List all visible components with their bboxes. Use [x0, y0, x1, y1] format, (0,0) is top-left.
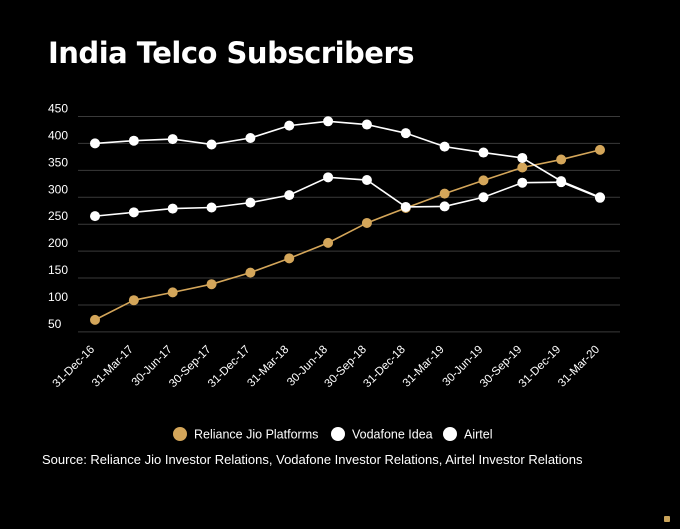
y-axis: 50 100 150 200 250 300 350 400 450 — [48, 101, 68, 330]
data-point — [439, 141, 450, 152]
y-tick-label: 150 — [48, 263, 68, 277]
publisher-logo-icon — [664, 516, 670, 522]
y-tick-label: 100 — [48, 290, 68, 304]
y-tick-label: 450 — [48, 101, 68, 115]
data-point — [478, 192, 489, 203]
legend-marker — [331, 427, 345, 441]
data-point — [517, 152, 528, 163]
data-point — [478, 175, 489, 186]
data-point — [128, 135, 139, 146]
data-point — [323, 172, 334, 183]
legend-marker — [443, 427, 457, 441]
data-point — [245, 267, 256, 278]
x-tick-label: 31-Dec-19 — [517, 344, 563, 390]
legend-label: Vodafone Idea — [352, 428, 433, 442]
y-tick-label: 200 — [48, 236, 68, 250]
x-tick-label: 31-Mar-18 — [245, 344, 291, 390]
y-tick-label: 50 — [48, 317, 62, 331]
y-tick-label: 250 — [48, 209, 68, 223]
series-line — [94, 176, 601, 217]
data-point — [400, 128, 411, 139]
chart-title: India Telco Subscribers — [48, 36, 415, 70]
data-point — [284, 190, 295, 201]
data-point — [556, 154, 567, 165]
legend-item: Airtel — [443, 427, 492, 442]
data-point — [439, 201, 450, 212]
data-point — [90, 138, 100, 149]
data-point — [206, 279, 217, 290]
data-point — [517, 162, 528, 173]
x-axis: 31-Dec-1631-Mar-1730-Jun-1730-Sep-1731-D… — [51, 344, 602, 390]
data-point — [245, 197, 256, 208]
x-tick-label: 31-Dec-18 — [361, 344, 407, 390]
source-note: Source: Reliance Jio Investor Relations,… — [42, 452, 583, 467]
legend-marker — [173, 427, 187, 441]
data-point — [361, 119, 372, 130]
data-point — [439, 188, 450, 199]
data-point — [361, 175, 372, 186]
data-point — [245, 133, 256, 144]
series-line — [94, 120, 601, 198]
data-point — [128, 295, 139, 306]
data-point — [167, 203, 178, 214]
legend-item: Vodafone Idea — [331, 427, 433, 442]
series-2 — [90, 172, 605, 222]
legend-item: Reliance Jio Platforms — [173, 427, 318, 442]
series-line — [94, 149, 601, 321]
y-tick-label: 350 — [48, 155, 68, 169]
series-layer — [90, 116, 605, 325]
data-point — [284, 253, 295, 264]
x-tick-label: 31-Dec-16 — [51, 344, 97, 390]
data-point — [400, 201, 411, 212]
data-point — [167, 134, 178, 145]
x-tick-label: 31-Mar-17 — [90, 344, 136, 390]
legend-label: Airtel — [464, 428, 492, 442]
data-point — [595, 192, 605, 203]
series-0 — [90, 144, 605, 325]
grid-lines — [78, 115, 620, 333]
data-point — [90, 211, 100, 222]
x-tick-label: 31-Dec-17 — [206, 344, 252, 390]
data-point — [323, 116, 334, 127]
data-point — [595, 144, 605, 155]
x-tick-label: 31-Mar-20 — [556, 344, 602, 390]
data-point — [361, 217, 372, 228]
legend-label: Reliance Jio Platforms — [194, 428, 318, 442]
y-tick-label: 400 — [48, 128, 68, 142]
data-point — [556, 177, 567, 188]
data-point — [478, 147, 489, 158]
y-tick-label: 300 — [48, 182, 68, 196]
data-point — [284, 120, 295, 131]
data-point — [167, 287, 178, 298]
data-point — [206, 202, 217, 213]
data-point — [90, 314, 100, 325]
data-point — [517, 177, 528, 188]
data-point — [323, 237, 334, 248]
series-1 — [90, 116, 605, 203]
legend: Reliance Jio Platforms Vodafone Idea Airte… — [173, 427, 492, 442]
data-point — [206, 139, 217, 150]
x-tick-label: 31-Mar-19 — [401, 344, 447, 390]
data-point — [128, 207, 139, 218]
